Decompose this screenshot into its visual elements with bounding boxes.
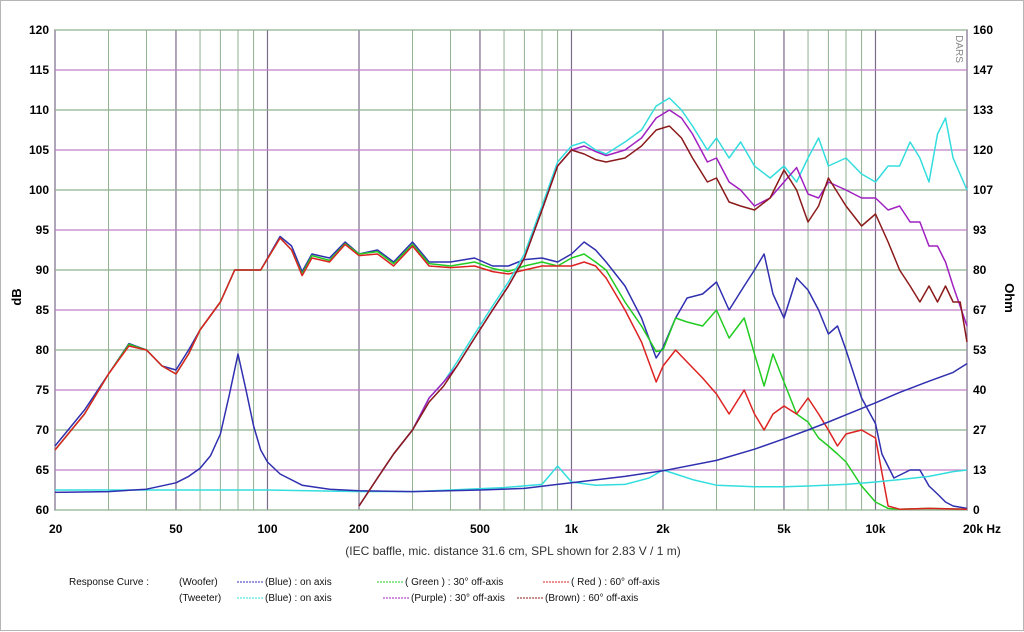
- legend-text-tweeter-30: (Purple) : 30° off-axis: [411, 593, 505, 604]
- legend-text-woofer-60: ( Red ) : 60° off-axis: [571, 577, 660, 588]
- y2-tick-label: 53: [973, 343, 987, 357]
- legend-text-tweeter-on-axis: (Blue) : on axis: [265, 593, 332, 604]
- y-tick-label: 90: [36, 263, 50, 277]
- y-axis-label: dB: [9, 288, 24, 305]
- y-tick-label: 85: [36, 303, 50, 317]
- y-tick-label: 65: [36, 463, 50, 477]
- tick-labels: 120 115 110 105 100 95 90 85 80 75 70 65 60 160 147 133…: [29, 23, 1001, 536]
- y2-tick-label: 133: [973, 103, 993, 117]
- x-tick-label: 5k: [777, 522, 791, 536]
- series-group: [55, 98, 967, 509]
- x-tick-label: 20: [49, 522, 63, 536]
- x-tick-label: 200: [349, 522, 369, 536]
- series-line-4: [55, 354, 967, 492]
- x-tick-label: 2k: [656, 522, 670, 536]
- y2-tick-label: 160: [973, 23, 993, 37]
- x-tick-label: 100: [257, 522, 277, 536]
- y2-axis-label: Ohm: [1002, 283, 1017, 313]
- measurement-note: (IEC baffle, mic. distance 31.6 cm, SPL …: [345, 544, 680, 558]
- y2-tick-label: 67: [973, 303, 987, 317]
- y2-tick-label: 0: [973, 503, 980, 517]
- series-line-7: [359, 126, 967, 506]
- series-line-5: [359, 98, 967, 506]
- legend-group-tweeter: (Tweeter): [179, 593, 221, 604]
- y2-tick-label: 93: [973, 223, 987, 237]
- series-line-2: [55, 238, 967, 509]
- legend-text-tweeter-60: (Brown) : 60° off-axis: [545, 593, 638, 604]
- y-tick-label: 120: [29, 23, 49, 37]
- y-tick-label: 80: [36, 343, 50, 357]
- watermark-text: DARS: [953, 35, 964, 63]
- legend-title: Response Curve :: [69, 577, 149, 588]
- legend: Response Curve : (Woofer) (Blue) : on ax…: [69, 577, 660, 604]
- y-tick-label: 95: [36, 223, 50, 237]
- y-tick-label: 75: [36, 383, 50, 397]
- legend-text-woofer-on-axis: (Blue) : on axis: [265, 577, 332, 588]
- y2-tick-label: 120: [973, 143, 993, 157]
- y-tick-label: 60: [36, 503, 50, 517]
- y2-tick-label: 40: [973, 383, 987, 397]
- x-tick-label: 50: [169, 522, 183, 536]
- y-tick-label: 70: [36, 423, 50, 437]
- x-tick-label: 20k Hz: [963, 522, 1001, 536]
- y-tick-label: 100: [29, 183, 49, 197]
- y-tick-label: 115: [30, 63, 50, 77]
- x-tick-label: 1k: [565, 522, 579, 536]
- y2-tick-label: 80: [973, 263, 987, 277]
- y-tick-label: 105: [29, 143, 49, 157]
- x-tick-label: 10k: [865, 522, 885, 536]
- y2-tick-label: 107: [973, 183, 993, 197]
- x-tick-label: 500: [470, 522, 490, 536]
- y2-tick-label: 27: [973, 423, 987, 437]
- legend-group-woofer: (Woofer): [179, 577, 218, 588]
- legend-text-woofer-30: ( Green ) : 30° off-axis: [405, 577, 503, 588]
- y2-tick-label: 13: [973, 463, 987, 477]
- y2-tick-label: 147: [973, 63, 993, 77]
- y-tick-label: 110: [30, 103, 50, 117]
